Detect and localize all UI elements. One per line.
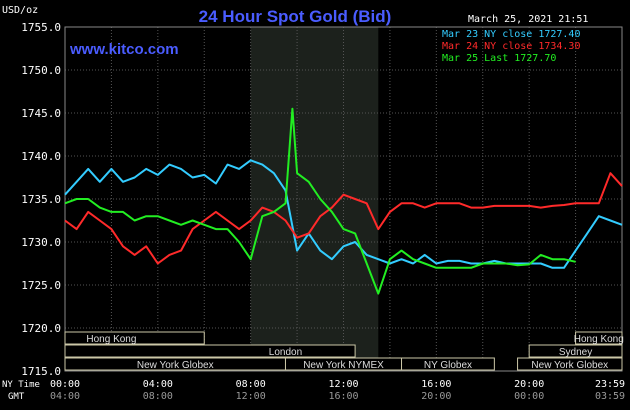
y-tick-label: 1750.0: [21, 64, 61, 77]
session-label: New York Globex: [531, 360, 608, 371]
y-tick-label: 1725.0: [21, 279, 61, 292]
session-label: New York NYMEX: [303, 360, 384, 371]
y-axis-ticks: 1715.0 1720.0 1725.0 1730.0 1735.0 1740.0 1745…: [21, 21, 61, 378]
legend-item-mar23: Mar 23 NY close 1727.40: [442, 29, 580, 40]
x-tick-label-gmt: 12:00: [236, 391, 266, 402]
session-label: New York Globex: [137, 360, 214, 371]
legend-item-mar25: Mar 25 Last 1727.70: [442, 53, 556, 64]
session-bar: [64, 331, 205, 345]
series-line: [64, 107, 576, 295]
website-link[interactable]: www.kitco.com: [69, 41, 179, 58]
session-label: London: [269, 347, 302, 358]
gmt-row-label: GMT: [8, 392, 25, 402]
x-tick-label-gmt: 04:00: [50, 391, 80, 402]
legend-item-mar24: Mar 24 NY close 1734.30: [442, 41, 580, 52]
session-bar: [64, 344, 356, 358]
x-tick-label-ny: 08:00: [236, 379, 266, 390]
x-tick-label-gmt: 20:00: [421, 391, 451, 402]
x-tick-label-gmt: 03:59: [595, 391, 625, 402]
plot-frame: [64, 26, 623, 372]
session-bar: [528, 344, 623, 358]
x-tick-label-gmt: 08:00: [143, 391, 173, 402]
session-label: Hong Kong: [86, 334, 136, 345]
x-tick-label-gmt: 00:00: [514, 391, 544, 402]
x-tick-label-ny: 20:00: [514, 379, 544, 390]
x-tick-label-ny: 12:00: [328, 379, 358, 390]
x-tick-label-ny: 04:00: [143, 379, 173, 390]
grid-lines: [65, 26, 622, 372]
ny-time-row-label: NY Time: [2, 380, 40, 390]
x-tick-label-gmt: 16:00: [328, 391, 358, 402]
y-tick-label: 1715.0: [21, 365, 61, 378]
units-label: USD/oz: [2, 5, 38, 16]
y-tick-label: 1730.0: [21, 236, 61, 249]
x-tick-label-ny: 23:59: [595, 379, 625, 390]
y-tick-label: 1720.0: [21, 322, 61, 335]
y-tick-label: 1745.0: [21, 107, 61, 120]
series-line: [64, 172, 623, 265]
session-label: Sydney: [559, 347, 592, 358]
x-tick-label-ny: 16:00: [421, 379, 451, 390]
x-tick-label-ny: 00:00: [50, 379, 80, 390]
session-label: NY Globex: [424, 360, 472, 371]
y-tick-label: 1735.0: [21, 193, 61, 206]
chart-title: 24 Hour Spot Gold (Bid): [199, 7, 392, 26]
market-sessions: Hong Kong Hong Kong London Sydney New York G…: [64, 331, 624, 371]
y-tick-label: 1755.0: [21, 21, 61, 34]
legend: Mar 23 NY close 1727.40 Mar 24 NY close …: [442, 29, 580, 64]
series-lines: [64, 107, 623, 295]
session-bar: [401, 357, 495, 371]
session-label: Hong Kong: [574, 334, 624, 345]
session-bar: [575, 331, 623, 345]
y-tick-label: 1740.0: [21, 150, 61, 163]
x-axis-ticks: 00:00 04:00 08:00 12:00 16:00 20:00 23:5904:00…: [50, 379, 625, 402]
timestamp: March 25, 2021 21:51: [468, 14, 588, 25]
session-bar: [517, 357, 623, 371]
